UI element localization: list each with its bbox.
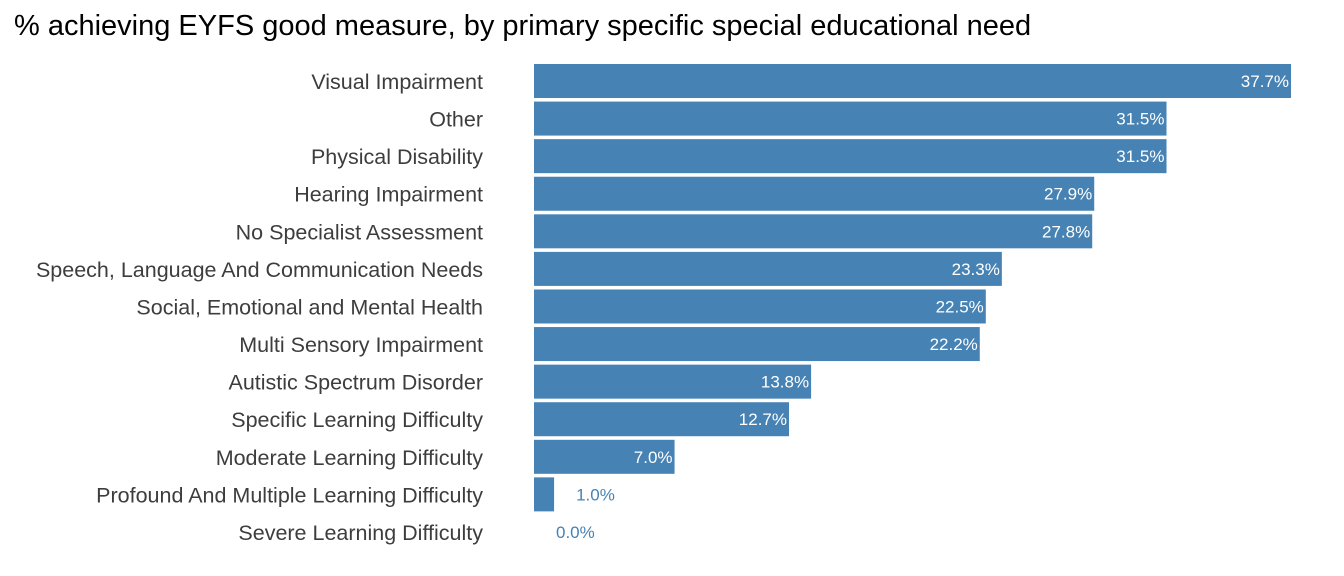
- chart-title: % achieving EYFS good measure, by primar…: [14, 10, 1032, 42]
- value-label: 0.0%: [556, 523, 595, 542]
- bar: [534, 364, 812, 399]
- category-label: Specific Learning Difficulty: [231, 408, 483, 432]
- value-label: 7.0%: [634, 448, 673, 467]
- value-label: 22.2%: [930, 335, 978, 354]
- value-label: 37.7%: [1241, 72, 1289, 91]
- bar: [534, 402, 790, 437]
- bar: [534, 176, 1095, 211]
- bar: [534, 327, 980, 362]
- category-label: No Specialist Assessment: [236, 220, 483, 244]
- bar: [534, 289, 986, 324]
- bar: [534, 214, 1093, 249]
- category-label: Other: [429, 108, 483, 132]
- value-label: 31.5%: [1116, 147, 1164, 166]
- bar: [534, 64, 1291, 98]
- category-label: Physical Disability: [311, 145, 483, 169]
- category-label: Profound And Multiple Learning Difficult…: [96, 483, 483, 507]
- category-label: Visual Impairment: [311, 70, 483, 94]
- bar: [534, 139, 1167, 174]
- category-label: Severe Learning Difficulty: [238, 521, 483, 545]
- value-label: 31.5%: [1116, 110, 1164, 129]
- category-label: Speech, Language And Communication Needs: [36, 258, 483, 282]
- category-label: Social, Emotional and Mental Health: [136, 295, 483, 319]
- category-label: Autistic Spectrum Disorder: [229, 371, 484, 395]
- bars-layer: [534, 64, 1291, 512]
- value-label: 27.8%: [1042, 222, 1090, 241]
- value-label: 1.0%: [576, 485, 615, 504]
- bar: [534, 251, 1002, 286]
- bar: [534, 439, 675, 474]
- value-label: 27.9%: [1044, 185, 1092, 204]
- value-label: 12.7%: [739, 410, 787, 429]
- value-label: 23.3%: [952, 260, 1000, 279]
- value-label: 13.8%: [761, 373, 809, 392]
- bar: [534, 101, 1167, 136]
- labels-layer: Visual Impairment 37.7% Other 31.5% Physical…: [36, 70, 1289, 545]
- category-label: Hearing Impairment: [294, 183, 483, 207]
- bar: [534, 477, 555, 512]
- category-label: Multi Sensory Impairment: [239, 333, 483, 357]
- value-label: 22.5%: [936, 297, 984, 316]
- category-label: Moderate Learning Difficulty: [216, 446, 484, 470]
